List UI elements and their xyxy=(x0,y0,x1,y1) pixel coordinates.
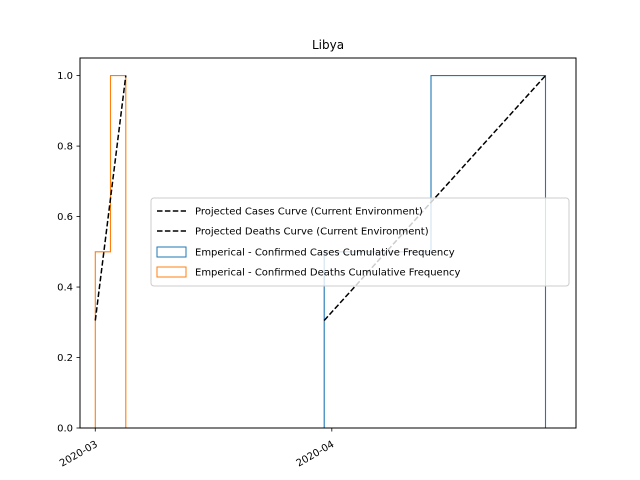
legend-label-2: Emperical - Confirmed Cases Cumulative F… xyxy=(195,248,455,259)
legend-box xyxy=(150,197,570,287)
y-tick-label: 0.6 xyxy=(57,212,73,223)
chart-title: Libya xyxy=(312,38,344,52)
legend: Projected Cases Curve (Current Environme… xyxy=(150,197,570,287)
y-tick-label: 0.8 xyxy=(57,142,73,153)
y-tick-label: 1.0 xyxy=(57,71,73,82)
x-tick-label: 2020-03 xyxy=(58,439,100,469)
legend-swatch-3 xyxy=(156,266,187,278)
legend-swatch-2 xyxy=(156,246,187,258)
legend-label-0: Projected Cases Curve (Current Environme… xyxy=(195,207,423,218)
x-tick-label: 2020-04 xyxy=(295,439,337,469)
y-tick-label: 0.0 xyxy=(57,424,73,435)
legend-label-3: Emperical - Confirmed Deaths Cumulative … xyxy=(195,268,461,279)
series-line-1 xyxy=(94,75,127,321)
series-line-3 xyxy=(94,75,127,428)
y-tick-label: 0.4 xyxy=(57,283,73,294)
axes-frame xyxy=(79,57,577,429)
legend-label-1: Projected Deaths Curve (Current Environm… xyxy=(195,227,429,238)
y-tick-label: 0.2 xyxy=(57,353,73,364)
